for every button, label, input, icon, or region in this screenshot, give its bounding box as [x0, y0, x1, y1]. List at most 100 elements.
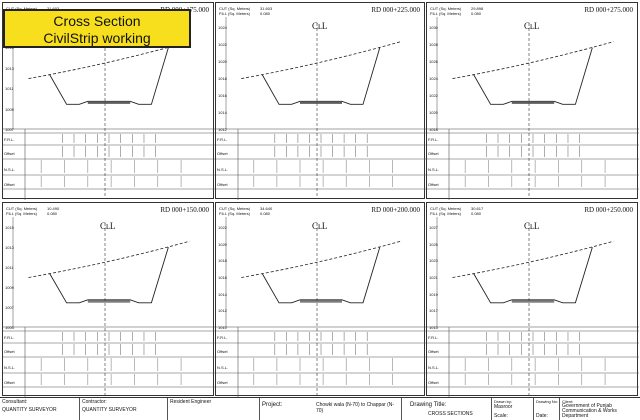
- drawing-no-label: Drawing No:: [536, 399, 559, 404]
- y-tick-label: 1020: [218, 59, 227, 64]
- centerline-label: CʟL: [524, 221, 540, 231]
- y-tick-label: 1027: [429, 225, 438, 230]
- consultant-value: QUANTITY SURVEYOR: [2, 407, 57, 413]
- consultant-cell: Consultant: QUANTITY SURVEYOR: [0, 398, 80, 420]
- row-label-offset: Offset: [217, 151, 228, 156]
- section-drawing: [427, 17, 639, 200]
- y-tick-label: 1015: [5, 225, 14, 230]
- y-tick-label: 1014: [218, 110, 227, 115]
- section-drawing: [3, 217, 215, 397]
- y-tick-label: 1020: [429, 110, 438, 115]
- section-drawing: [216, 17, 426, 200]
- y-tick-label: 1016: [218, 93, 227, 98]
- section-drawing: [427, 217, 639, 397]
- row-label-nsl: N.S.L.: [428, 167, 440, 172]
- centerline-label: CʟL: [100, 221, 116, 231]
- drawing-title-cell: Drawing Title: CROSS SECTIONS: [402, 398, 492, 420]
- row-label-offset: Offset: [428, 349, 439, 354]
- row-label-frl: F.R.L.: [428, 335, 439, 340]
- cross-section-panel: CUT (Sq. Meters) 31.603 FILL (Sq. Meters) 0…: [215, 2, 426, 200]
- drawing-no-cell: Drawing No: Date:: [534, 398, 560, 420]
- engineer-label: Resident Engineer: [170, 399, 212, 405]
- project-label: Project:: [262, 402, 283, 408]
- row-label-nsl: N.S.L.: [217, 167, 229, 172]
- fill-label: FILL (Sq. Meters): [219, 211, 250, 216]
- contractor-value: QUANTITY SURVEYOR: [82, 407, 137, 413]
- row-label-nsl: N.S.L.: [4, 365, 16, 370]
- station-label: RD 000+225.000: [371, 6, 420, 14]
- row-label-frl: F.R.L.: [4, 335, 15, 340]
- row-label-offset: Offset: [217, 182, 228, 187]
- client-cell: Client: Government of Punjab Communicati…: [560, 398, 640, 420]
- contractor-label: Contractor:: [82, 399, 107, 405]
- row-label-frl: F.R.L.: [217, 335, 228, 340]
- station-label: RD 000+150.000: [160, 206, 209, 214]
- y-tick-label: 1012: [218, 308, 227, 314]
- y-tick-label: 1013: [5, 65, 14, 71]
- natural-ground-line: [241, 240, 401, 278]
- y-tick-label: 1018: [218, 76, 227, 81]
- y-tick-label: 1025: [429, 241, 438, 247]
- consultant-label: Consultant:: [2, 399, 28, 405]
- date-label: Date:: [536, 413, 548, 419]
- drawn-by-value: Masroor: [494, 404, 513, 410]
- row-label-offset: Offset: [4, 380, 15, 385]
- cut-value: 29.898: [471, 6, 484, 11]
- natural-ground-line: [28, 240, 190, 278]
- cross-section-panel: CUT (Sq. Meters) 29.898 FILL (Sq. Meters) 0…: [426, 2, 639, 200]
- y-tick-label: 1007: [5, 127, 14, 132]
- title-banner: Cross Section CivilStrip working: [3, 9, 191, 48]
- cut-label: CUT (Sq. Meters): [219, 6, 251, 11]
- cross-section-panel: CUT (Sq. Meters) 34.640 FILL (Sq. Meters) 0…: [215, 202, 426, 397]
- fill-value: 0.080: [260, 211, 271, 216]
- drawing-title-value: CROSS SECTIONS: [428, 411, 473, 417]
- centerline-label: CʟL: [312, 221, 328, 231]
- y-tick-label: 1018: [218, 258, 227, 264]
- y-tick-label: 1010: [218, 325, 227, 330]
- cut-value: 30.617: [471, 206, 484, 211]
- y-tick-label: 1013: [5, 245, 14, 250]
- row-label-offset: Offset: [428, 151, 439, 156]
- centerline-label: CʟL: [524, 21, 540, 31]
- station-label: RD 000+200.000: [371, 206, 420, 214]
- natural-ground-line: [241, 41, 401, 79]
- row-label-frl: F.R.L.: [217, 137, 228, 142]
- station-label: RD 000+250.000: [584, 206, 633, 214]
- contractor-cell: Contractor: QUANTITY SURVEYOR: [80, 398, 168, 420]
- row-label-offset: Offset: [4, 182, 15, 187]
- y-tick-label: 1014: [218, 291, 227, 297]
- y-tick-label: 1017: [429, 308, 438, 314]
- y-tick-label: 1019: [429, 291, 438, 297]
- y-tick-label: 1020: [218, 241, 227, 247]
- y-tick-label: 1005: [5, 325, 14, 330]
- row-label-offset: Offset: [217, 380, 228, 385]
- banner-line-1: Cross Section: [53, 13, 141, 29]
- cut-value: 31.603: [47, 6, 59, 11]
- cut-value: 34.640: [260, 206, 273, 211]
- row-label-offset: Offset: [4, 151, 15, 156]
- natural-ground-line: [452, 240, 614, 278]
- y-tick-label: 1023: [429, 258, 438, 264]
- y-tick-label: 1024: [429, 76, 438, 81]
- fill-label: FILL (Sq. Meters): [430, 11, 461, 16]
- y-tick-label: 1030: [429, 25, 438, 30]
- y-tick-label: 1009: [5, 285, 14, 290]
- road-template-line: [473, 47, 593, 105]
- road-template-line: [49, 247, 169, 304]
- title-block: Consultant: QUANTITY SURVEYOR Contractor…: [0, 397, 640, 420]
- row-label-nsl: N.S.L.: [428, 365, 440, 370]
- row-label-offset: Offset: [4, 349, 15, 354]
- row-label-frl: F.R.L.: [4, 137, 15, 142]
- y-tick-label: 1021: [429, 275, 438, 280]
- y-tick-label: 1009: [5, 106, 14, 112]
- row-label-offset: Offset: [428, 182, 439, 187]
- fill-value: 0.080: [471, 211, 482, 216]
- y-tick-label: 1011: [5, 265, 14, 270]
- row-label-nsl: N.S.L.: [217, 365, 229, 370]
- station-label: RD 000+275.000: [584, 6, 633, 14]
- cut-label: CUT (Sq. Meters): [6, 206, 38, 211]
- y-tick-label: 1007: [5, 305, 14, 310]
- y-tick-label: 1022: [218, 225, 227, 230]
- y-tick-label: 1022: [218, 42, 227, 47]
